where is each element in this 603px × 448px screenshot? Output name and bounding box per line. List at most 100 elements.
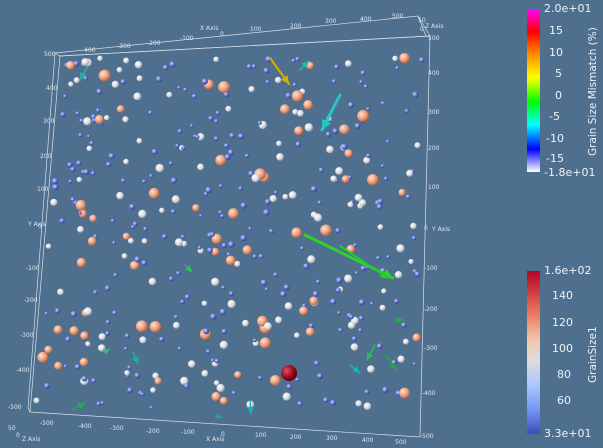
grain-sphere	[83, 307, 92, 316]
grain-sphere	[399, 387, 410, 399]
grain-sphere	[132, 221, 138, 227]
grain-sphere	[316, 373, 323, 379]
grain-sphere	[150, 387, 156, 393]
svg-text:-300: -300	[117, 43, 131, 50]
grain-sphere	[347, 201, 354, 208]
svg-text:-200: -200	[24, 297, 38, 304]
grain-sphere	[226, 252, 231, 257]
grain-sphere	[60, 111, 66, 118]
svg-text:-500: -500	[420, 433, 434, 440]
svg-text:-100: -100	[181, 429, 195, 436]
mismatch-arrow-head	[214, 412, 222, 419]
grain-sphere	[260, 279, 267, 286]
grain-sphere	[335, 287, 341, 293]
svg-text:200: 200	[428, 145, 440, 152]
grain-sphere	[127, 237, 134, 244]
grain-sphere	[54, 361, 63, 370]
mismatch-arrow-head	[80, 72, 87, 80]
grain-sphere	[406, 169, 414, 177]
grain-sphere	[309, 296, 319, 306]
grain-sphere	[284, 302, 293, 310]
grain-sphere	[116, 105, 125, 113]
grain-sphere	[360, 70, 366, 76]
grain-sphere	[291, 58, 296, 63]
grain-sphere	[280, 291, 287, 298]
grain-sphere	[344, 149, 353, 158]
grain-sphere	[74, 364, 81, 370]
grainsize-colorbar[interactable]	[527, 271, 540, 434]
svg-text:-500: -500	[40, 420, 54, 427]
grain-sphere	[225, 255, 236, 266]
grain-sphere	[265, 79, 270, 84]
grain-sphere	[229, 291, 234, 296]
grain-sphere	[291, 90, 304, 102]
grain-sphere	[168, 161, 174, 166]
grain-sphere	[304, 123, 313, 132]
svg-text:0: 0	[38, 223, 42, 230]
grain-sphere	[227, 299, 236, 309]
grain-sphere	[116, 191, 124, 200]
grain-sphere	[386, 254, 391, 259]
grain-sphere	[177, 346, 182, 351]
grain-sphere	[234, 260, 241, 267]
grain-sphere	[136, 75, 143, 82]
grainsize-tick-120: 120	[552, 316, 573, 329]
grain-sphere	[358, 315, 364, 321]
grainsize-min-label: 3.3e+01	[544, 427, 592, 440]
grain-sphere	[363, 402, 372, 411]
grain-sphere	[263, 67, 270, 74]
grain-sphere	[94, 114, 104, 124]
svg-text:-200: -200	[147, 40, 161, 47]
grain-sphere	[219, 396, 228, 405]
grain-sphere	[205, 349, 211, 354]
grain-sphere	[208, 115, 214, 121]
grain-sphere	[224, 154, 231, 160]
grain-sphere	[219, 308, 227, 315]
grainsize-colorbar-title: GrainSize1	[587, 326, 599, 383]
grain-sphere	[123, 158, 129, 165]
mismatch-max-label: 2.0e+01	[544, 2, 592, 15]
mismatch-tick-0: 0	[555, 89, 562, 102]
grain-sphere	[339, 124, 350, 135]
grain-sphere	[379, 304, 386, 311]
grain-sphere	[364, 389, 370, 395]
grain-sphere	[276, 153, 284, 161]
grain-sphere	[66, 60, 75, 70]
svg-text:300: 300	[43, 118, 55, 125]
svg-text:200: 200	[290, 434, 302, 441]
grain-sphere	[161, 234, 168, 240]
grain-sphere	[37, 351, 49, 363]
grain-sphere	[359, 80, 364, 84]
mismatch-colorbar-title: Grain Size Mismatch (%)	[587, 27, 599, 156]
grain-sphere	[176, 270, 181, 276]
grain-sphere	[219, 340, 228, 349]
grain-sphere	[263, 209, 270, 216]
grain-sphere	[148, 110, 153, 115]
grain-sphere	[181, 145, 186, 151]
grain-sphere	[363, 84, 368, 89]
grainsize-tick-100: 100	[552, 342, 573, 355]
grain-sphere	[121, 253, 128, 259]
svg-text:400: 400	[428, 70, 440, 77]
grain-sphere	[380, 101, 385, 106]
grain-sphere	[149, 405, 154, 410]
grain-sphere	[201, 78, 208, 85]
grain-sphere	[402, 338, 409, 345]
grain-sphere	[104, 115, 110, 121]
grain-sphere	[252, 254, 258, 259]
grain-sphere	[86, 134, 91, 139]
grain-sphere	[79, 118, 84, 123]
grain-sphere	[73, 77, 80, 84]
grain-sphere	[87, 236, 97, 246]
grain-sphere	[292, 82, 297, 87]
grain-sphere	[382, 386, 389, 393]
grain-sphere	[358, 299, 365, 306]
mismatch-colorbar[interactable]	[527, 9, 540, 172]
grain-sphere	[414, 142, 421, 149]
grain-sphere	[63, 364, 68, 369]
mismatch-tick-5: 5	[555, 67, 562, 80]
grain-sphere	[238, 186, 243, 191]
grain-sphere	[264, 322, 272, 331]
grain-sphere	[231, 390, 237, 396]
